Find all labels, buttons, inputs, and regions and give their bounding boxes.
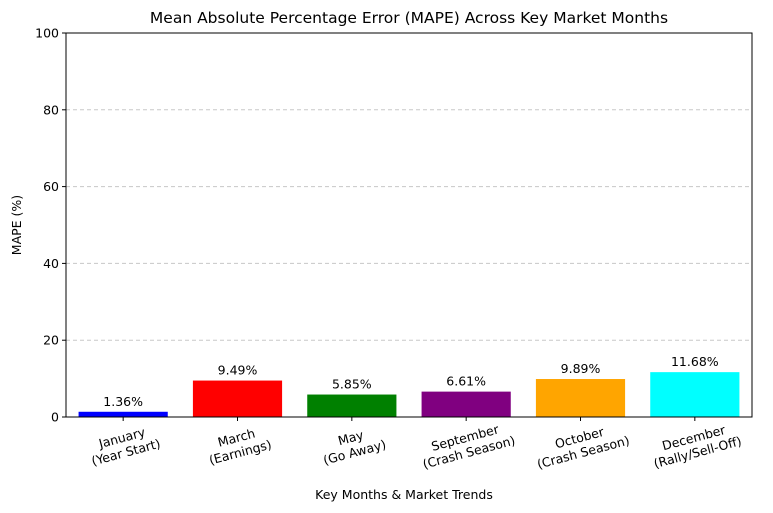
plot-area-frame [65, 32, 753, 418]
y-tick-label: 60 [43, 179, 59, 194]
data-label: 1.36% [103, 394, 143, 409]
x-tick-label: March(Earnings) [207, 425, 273, 467]
x-tick-label: December(Rally/Sell-Off) [652, 422, 743, 471]
bar [78, 411, 168, 417]
chart-title: Mean Absolute Percentage Error (MAPE) Ac… [150, 9, 668, 27]
data-label: 9.89% [561, 361, 601, 376]
x-tick-label: October(Crash Season) [535, 424, 631, 472]
bar [650, 372, 740, 417]
x-axis-label: Key Months & Market Trends [315, 487, 493, 502]
bar [307, 394, 397, 417]
data-label: 11.68% [671, 354, 719, 369]
data-label: 9.49% [218, 363, 258, 378]
bars [78, 372, 740, 417]
y-tick-label: 40 [43, 256, 59, 271]
y-axis: 0 20 40 60 80 100 [35, 26, 66, 425]
y-tick-label: 20 [43, 333, 59, 348]
bar [421, 391, 511, 417]
x-tick-label: September(Crash Season) [421, 421, 517, 471]
y-tick-label: 100 [35, 26, 59, 41]
data-labels: 1.36% 9.49% 5.85% 6.61% 9.89% 11.68% [103, 354, 718, 409]
data-label: 5.85% [332, 377, 372, 392]
x-axis: January(Year Start) March(Earnings) May(Go… [90, 417, 743, 472]
x-tick-label: May(Go Away) [322, 427, 388, 468]
bar [192, 380, 283, 417]
bar [535, 379, 626, 417]
y-axis-label: MAPE (%) [9, 195, 24, 255]
grid-lines [66, 109, 752, 341]
x-tick-label: January(Year Start) [90, 424, 162, 468]
x-tick-label-line: May [336, 427, 365, 448]
y-tick-label: 80 [43, 102, 59, 117]
data-label: 6.61% [446, 374, 486, 389]
y-tick-label: 0 [51, 410, 59, 425]
